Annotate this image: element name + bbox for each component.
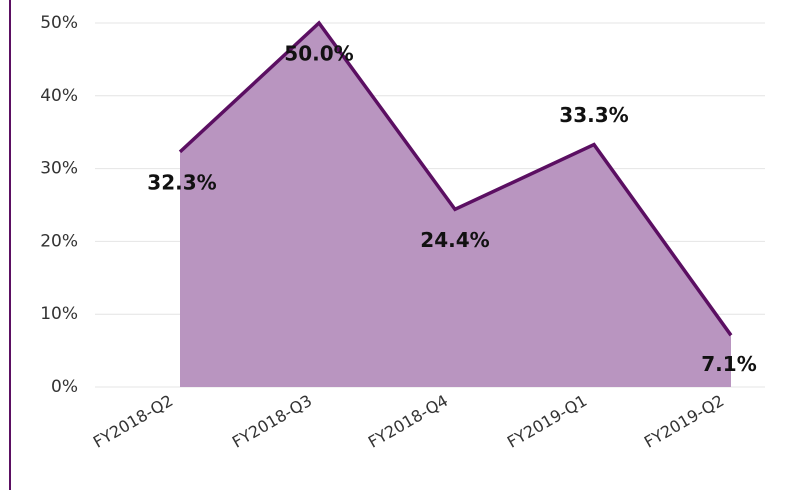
x-tick-label: FY2019-Q2 (641, 391, 727, 452)
y-tick-label: 20% (40, 231, 78, 251)
x-tick-label: FY2018-Q3 (229, 391, 315, 452)
data-label: 7.1% (701, 352, 756, 376)
y-tick-label: 40% (40, 86, 78, 106)
data-label: 32.3% (147, 170, 216, 194)
x-tick-label: FY2019-Q1 (504, 391, 590, 452)
data-label: 50.0% (284, 42, 353, 66)
y-tick-label: 30% (40, 159, 78, 179)
data-label: 33.3% (559, 103, 628, 127)
y-tick-label: 0% (51, 377, 78, 397)
data-label: 24.4% (420, 228, 489, 252)
area (180, 23, 731, 387)
x-tick-label: FY2018-Q2 (90, 391, 176, 452)
y-tick-label: 50% (40, 13, 78, 33)
y-tick-label: 10% (40, 304, 78, 324)
x-tick-label: FY2018-Q4 (365, 391, 451, 452)
line (178, 20, 733, 337)
